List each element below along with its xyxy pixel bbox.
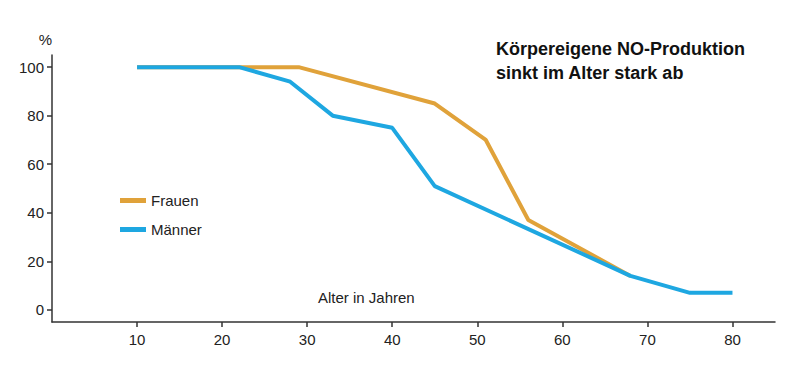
svg-text:sinkt im Alter stark ab: sinkt im Alter stark ab — [496, 63, 683, 83]
svg-text:50: 50 — [469, 331, 486, 348]
svg-text:40: 40 — [27, 204, 44, 221]
svg-text:80: 80 — [27, 107, 44, 124]
svg-text:60: 60 — [27, 156, 44, 173]
svg-text:70: 70 — [639, 331, 656, 348]
svg-text:40: 40 — [384, 331, 401, 348]
svg-text:20: 20 — [214, 331, 231, 348]
svg-text:%: % — [39, 31, 52, 48]
svg-text:30: 30 — [299, 331, 316, 348]
svg-text:10: 10 — [129, 331, 146, 348]
svg-text:60: 60 — [554, 331, 571, 348]
svg-text:Körpereigene NO-Produktion: Körpereigene NO-Produktion — [496, 39, 745, 59]
svg-text:80: 80 — [724, 331, 741, 348]
svg-text:Frauen: Frauen — [151, 192, 199, 209]
svg-text:Männer: Männer — [151, 221, 202, 238]
svg-text:100: 100 — [19, 59, 44, 76]
svg-text:Alter in Jahren: Alter in Jahren — [318, 289, 415, 306]
svg-text:0: 0 — [36, 301, 44, 318]
svg-text:20: 20 — [27, 253, 44, 270]
